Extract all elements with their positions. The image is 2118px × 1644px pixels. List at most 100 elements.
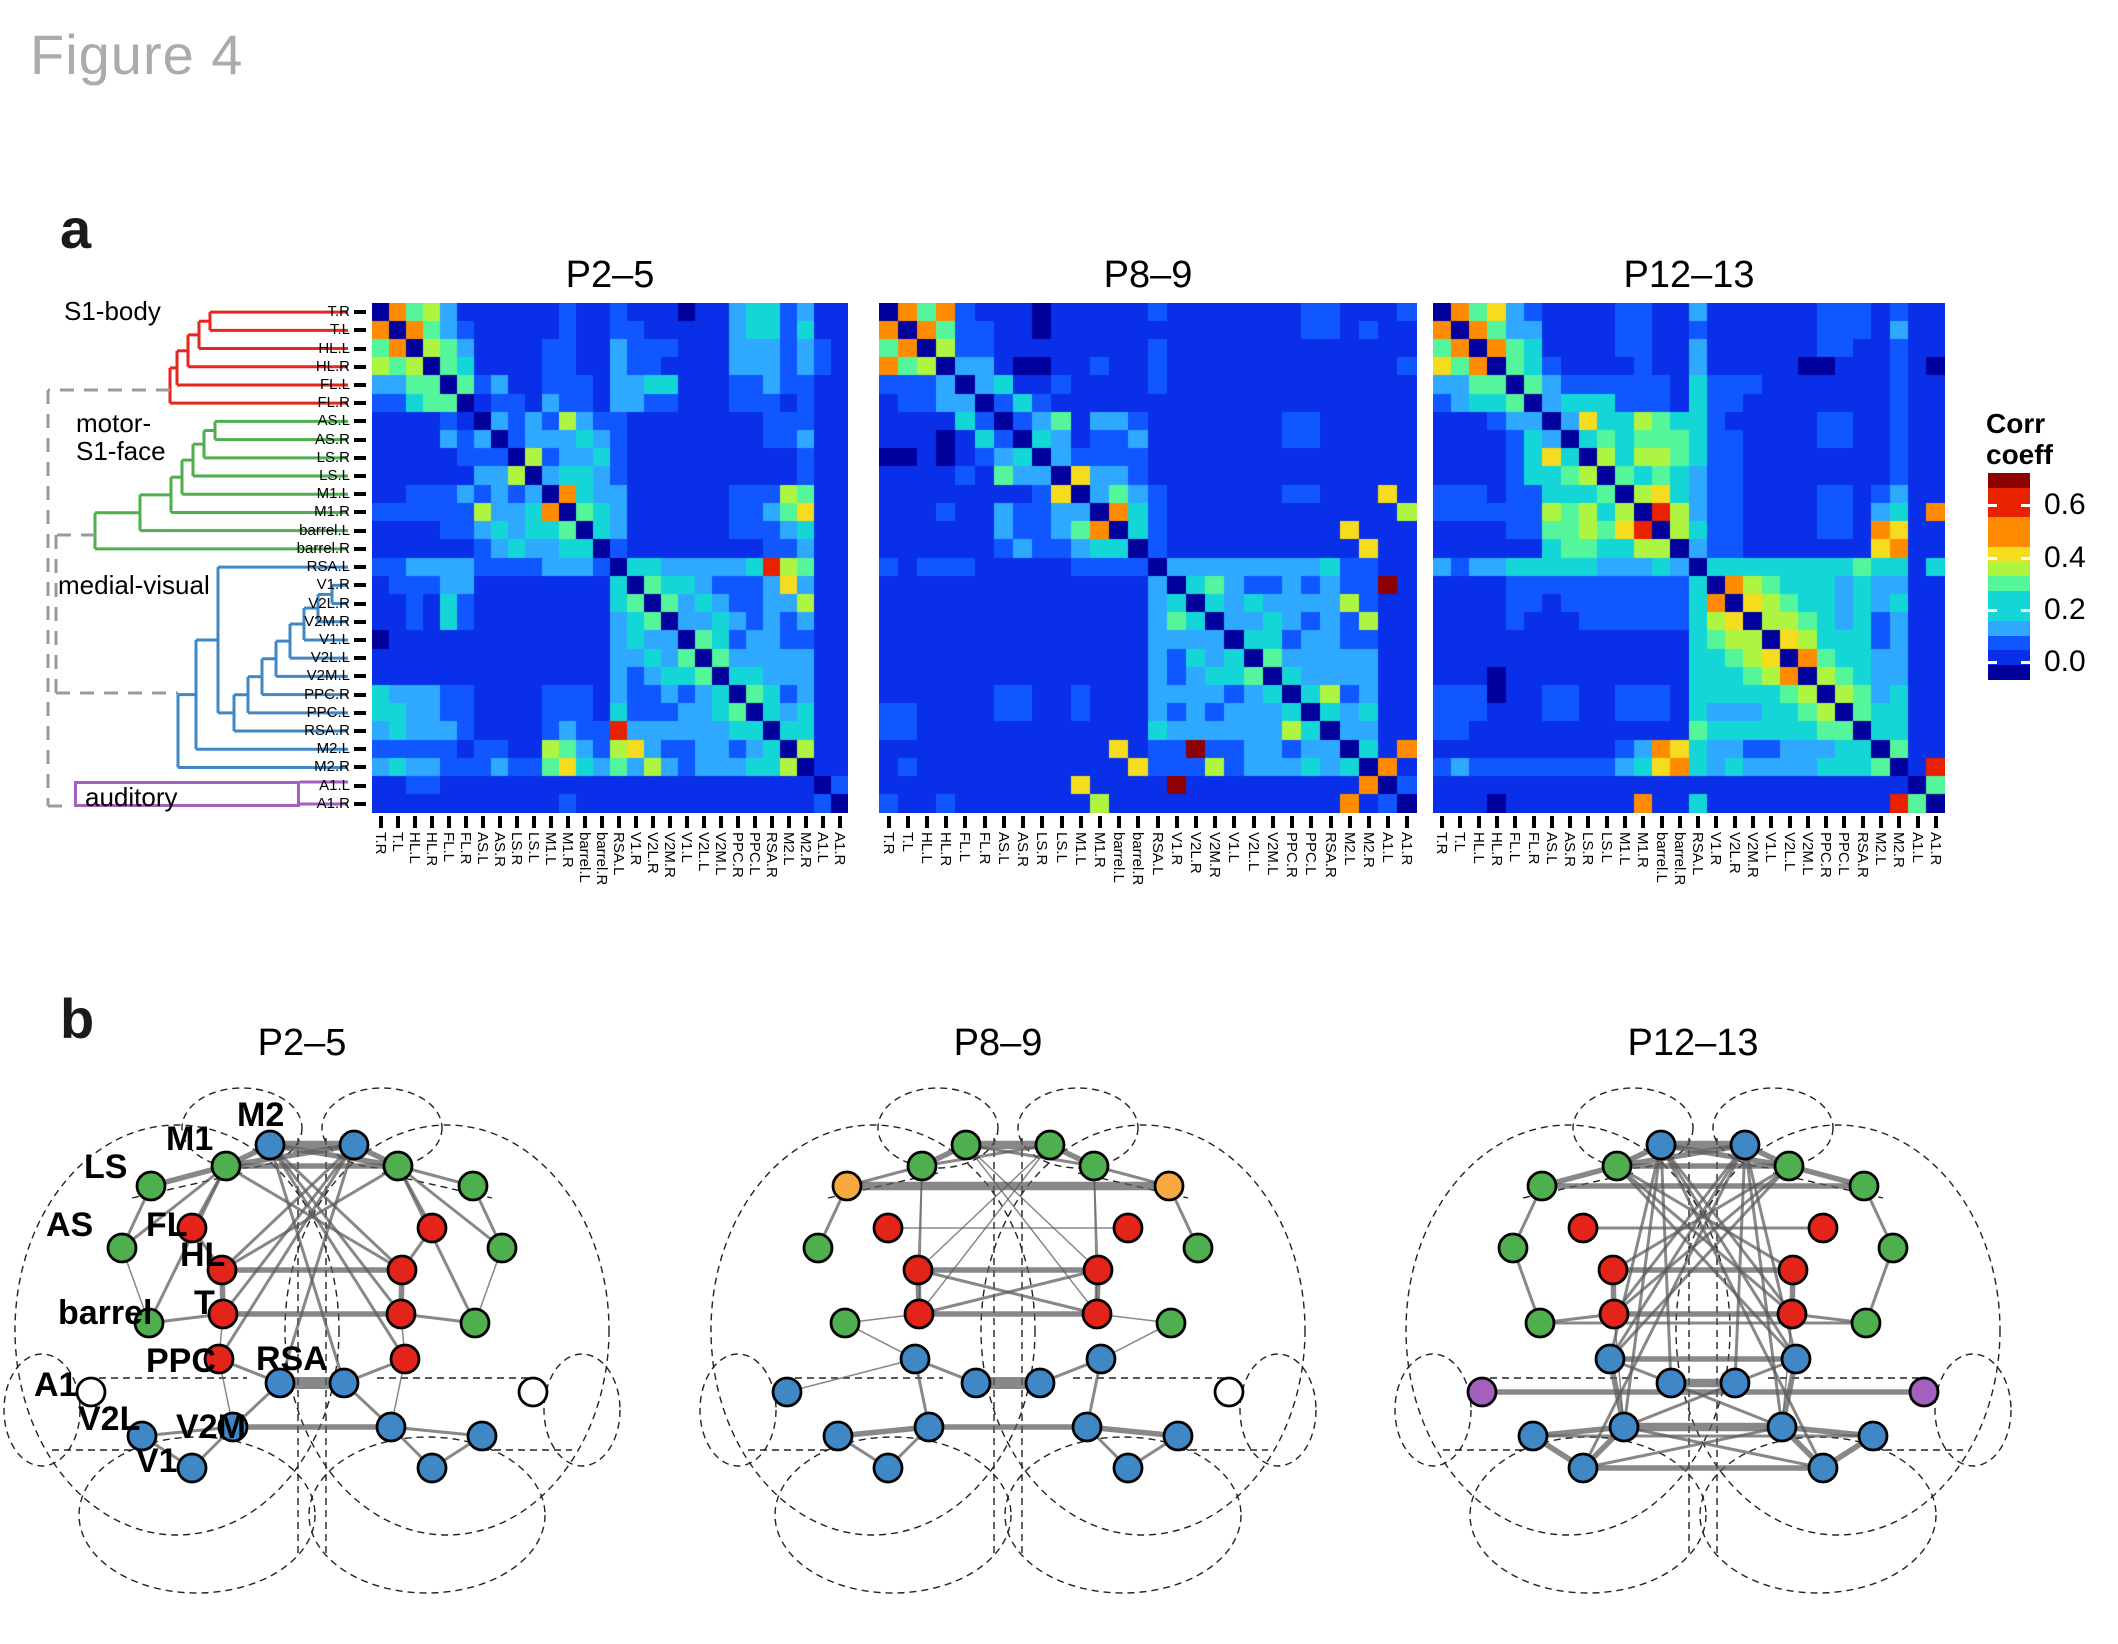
network-edge: [1608, 1164, 1791, 1361]
heatmap-col-tick: [1458, 816, 1463, 828]
network-node-ls-r: [457, 1170, 489, 1202]
network-node-ppc-l: [203, 1343, 235, 1375]
heatmap-col-label: LS.R: [507, 832, 525, 866]
heatmap-col-tick: [820, 816, 825, 828]
heatmap-col-tick: [667, 816, 672, 828]
network-edge: [1659, 1143, 1825, 1470]
heatmap-col-label: V2M.L: [1263, 832, 1281, 876]
heatmap-col-tick: [582, 816, 587, 828]
colorbar-band: [1988, 606, 2030, 621]
colorbar-tick: [2021, 661, 2030, 664]
network-node-t-r: [1081, 1298, 1113, 1330]
heatmap-row-label: AS.L: [317, 412, 350, 430]
network-node-ppc-r: [1085, 1343, 1117, 1375]
network-node-m1-r: [1078, 1150, 1110, 1182]
network-node-ls-l: [1526, 1170, 1558, 1202]
heatmap-row-label: T.R: [327, 303, 351, 321]
heatmap-col-label: M1.L: [1616, 832, 1633, 866]
heatmap-col-tick: [1097, 816, 1102, 828]
heatmap-row-tick: [354, 619, 366, 624]
colorbar: [1988, 473, 2030, 680]
heatmap-col-label: V2L.L: [1244, 832, 1262, 872]
network-edge: [278, 1143, 356, 1385]
heatmap-col-label: M1.R: [558, 832, 576, 868]
heatmap-row-tick: [354, 419, 366, 424]
heatmap-col-tick: [1897, 816, 1902, 828]
heatmap-col-tick: [1117, 816, 1122, 828]
heatmap-col-label: RSA.L: [1148, 832, 1166, 876]
heatmap-col-tick: [463, 816, 468, 828]
network-edge: [965, 1144, 1098, 1315]
colorbar-tick: [1988, 609, 1997, 612]
network-node-fl-l: [176, 1212, 208, 1244]
heatmap-row-tick: [354, 401, 366, 406]
heatmap-col-tick: [905, 816, 910, 828]
heatmap-row-label: AS.R: [314, 430, 350, 448]
heatmap-col-label: RSA.R: [762, 832, 780, 878]
network-edge: [396, 1164, 477, 1325]
panel-a-label: a: [60, 197, 92, 260]
network-edge: [1615, 1164, 1794, 1316]
heatmap-col-tick: [1677, 816, 1682, 828]
heatmap-col-tick: [1078, 816, 1083, 828]
network-node-v1-l: [1567, 1452, 1599, 1484]
node-label-v2m: V2M: [176, 1408, 246, 1446]
heatmap-col-tick: [1136, 816, 1141, 828]
colorbar-title-2: coeff: [1986, 439, 2053, 470]
network-node-barrel-r: [1155, 1307, 1187, 1339]
network-edge: [224, 1164, 404, 1272]
heatmap-col-tick: [735, 816, 740, 828]
heatmap-col-tick: [1194, 816, 1199, 828]
network-node-fl-l: [872, 1212, 904, 1244]
network-node-m1-l: [1601, 1150, 1633, 1182]
heatmap-col-tick: [497, 816, 502, 828]
heatmap-row-label: M1.R: [314, 503, 350, 521]
network-node-as-l: [1497, 1232, 1529, 1264]
heatmap-col-label: A1.L: [1908, 832, 1926, 863]
heatmap-col-label: AS.L: [473, 832, 491, 865]
network-node-fl-r: [1112, 1212, 1144, 1244]
network-node-as-l: [106, 1232, 138, 1264]
heatmap-row-tick: [354, 364, 366, 369]
colorbar-title: Corr: [1986, 408, 2046, 439]
network-edge: [1615, 1164, 1798, 1361]
network-node-hl-l: [206, 1254, 238, 1286]
heatmap-row-label: RSA.R: [304, 722, 350, 740]
heatmap-col-tick: [944, 816, 949, 828]
network-title-p2-5: P2–5: [257, 1022, 347, 1064]
heatmap-row-tick: [354, 783, 366, 788]
node-label-as: AS: [46, 1206, 94, 1244]
heatmap-col-tick: [1405, 816, 1410, 828]
network-node-t-l: [1598, 1298, 1630, 1330]
network-node-a1-r: [1908, 1376, 1940, 1408]
network-edge: [1581, 1143, 1747, 1470]
heatmap-row-tick: [354, 674, 366, 679]
heatmap-col-label: M2.L: [1340, 832, 1358, 866]
cluster-label-s1-face: S1-face: [76, 436, 166, 466]
heatmap-row-tick: [354, 765, 366, 770]
heatmap-col-label: PPC.L: [1835, 832, 1853, 876]
heatmap-row-tick: [354, 310, 366, 315]
network-graph-p8-9: [699, 1087, 1317, 1594]
network-edge: [1622, 1425, 1825, 1470]
network-node-rsa-l: [960, 1367, 992, 1399]
heatmap-col-label: barrel.R: [592, 832, 610, 886]
heatmap-row-tick: [354, 492, 366, 497]
heatmap-col-tick: [1366, 816, 1371, 828]
heatmap-col-tick: [1531, 816, 1536, 828]
network-node-fl-l: [1567, 1212, 1599, 1244]
heatmap-row-label: PPC.L: [306, 703, 350, 721]
heatmap-col-tick: [701, 816, 706, 828]
heatmap-col-tick: [1842, 816, 1847, 828]
heatmap-col-label: RSA.L: [609, 832, 627, 876]
colorbar-tick: [2021, 557, 2030, 560]
heatmap-row-label: HL.R: [315, 357, 350, 375]
cluster-label-medial-visual: medial-visual: [58, 570, 210, 600]
heatmap-row-tick: [354, 510, 366, 515]
heatmap-col-tick: [1696, 816, 1701, 828]
network-edge: [964, 1143, 1096, 1168]
heatmap-col-tick: [684, 816, 689, 828]
heatmap-row-tick: [354, 583, 366, 588]
heatmap-col-label: HL.R: [937, 832, 955, 867]
network-edge: [267, 1142, 401, 1169]
